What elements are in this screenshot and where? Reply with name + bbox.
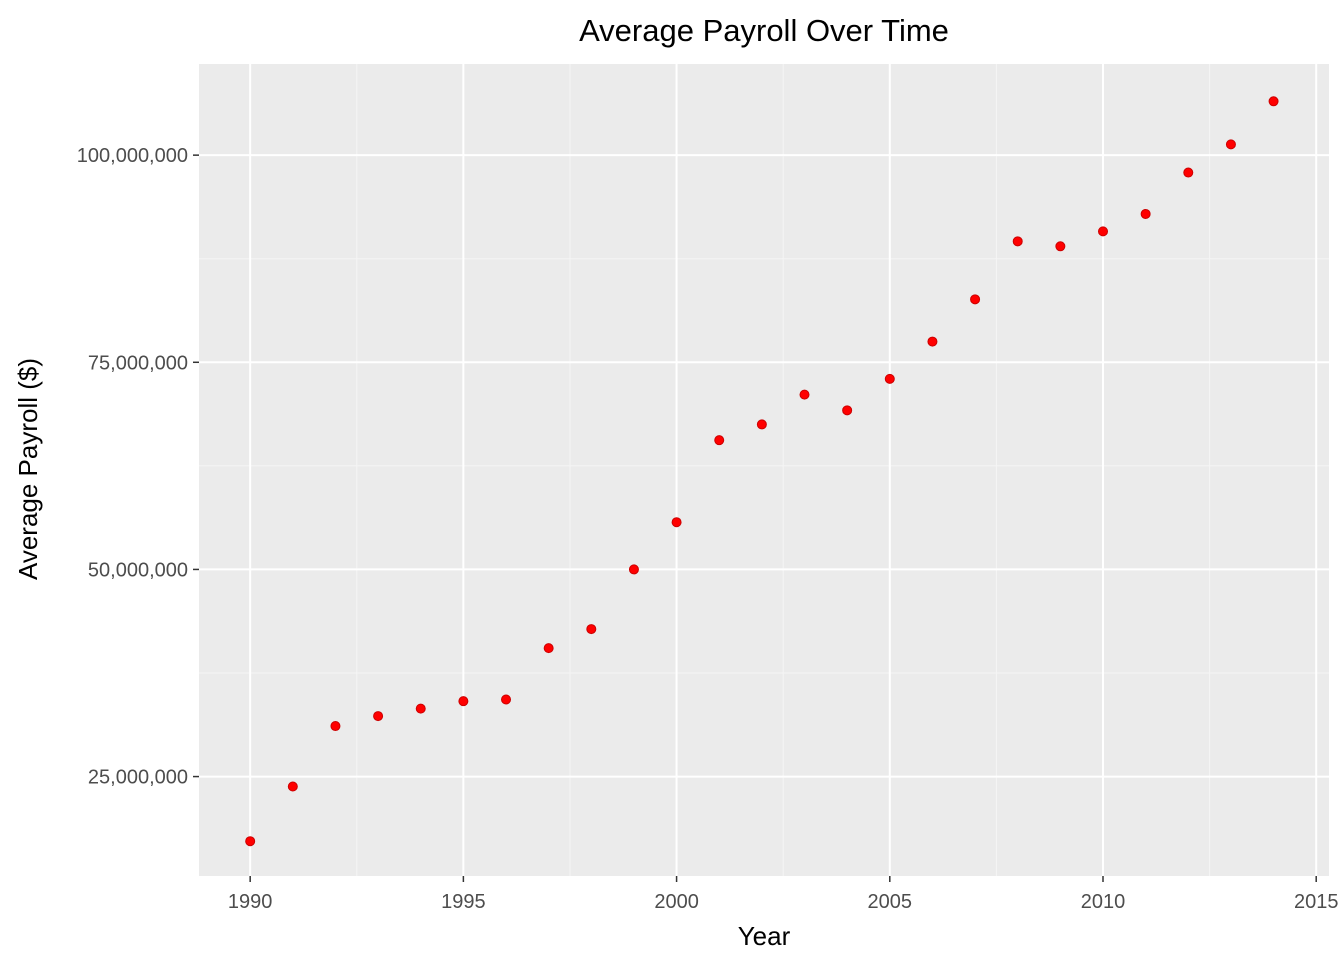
data-point: [1012, 236, 1023, 247]
data-point: [458, 696, 469, 707]
plot-panel: [199, 64, 1329, 876]
x-tick-label: 2015: [1294, 891, 1339, 913]
data-point: [373, 711, 384, 722]
data-point: [415, 703, 426, 714]
x-axis-ticks: 1990 1995 2000 2005 2010 2015: [228, 876, 1339, 913]
x-tick-label: 2000: [654, 891, 699, 913]
data-point: [799, 389, 810, 400]
x-tick-label: 1990: [228, 891, 273, 913]
x-tick-label: 2010: [1081, 891, 1126, 913]
data-point: [1055, 241, 1066, 252]
y-tick-label: 100,000,000: [77, 145, 188, 167]
data-point: [543, 643, 554, 654]
data-point: [927, 336, 938, 347]
data-point: [628, 564, 639, 575]
major-gridlines: [199, 64, 1329, 876]
x-tick-label: 1995: [441, 891, 486, 913]
data-point: [884, 373, 895, 384]
data-point: [245, 836, 256, 847]
data-point: [1183, 167, 1194, 178]
data-point: [671, 517, 682, 528]
y-axis-ticks: 25,000,000 50,000,000 75,000,000 100,000,00…: [77, 145, 199, 789]
y-tick-label: 50,000,000: [88, 559, 188, 581]
data-point: [1225, 139, 1236, 150]
data-point: [1140, 208, 1151, 219]
x-axis-title: Year: [738, 921, 791, 951]
data-point: [586, 624, 597, 635]
data-point: [287, 781, 298, 792]
data-point: [330, 721, 341, 732]
data-point: [714, 435, 725, 446]
y-tick-label: 75,000,000: [88, 352, 188, 374]
data-point: [1098, 226, 1108, 237]
data-point: [756, 419, 767, 430]
data-point: [1268, 96, 1279, 107]
minor-gridlines: [199, 64, 1329, 876]
chart-title: Average Payroll Over Time: [579, 13, 949, 48]
data-point: [970, 294, 981, 305]
y-tick-label: 25,000,000: [88, 767, 188, 789]
x-tick-label: 2005: [868, 891, 913, 913]
data-points: [245, 96, 1279, 847]
data-point: [842, 405, 853, 416]
data-point: [501, 694, 512, 705]
y-axis-title: Average Payroll ($): [13, 358, 43, 580]
